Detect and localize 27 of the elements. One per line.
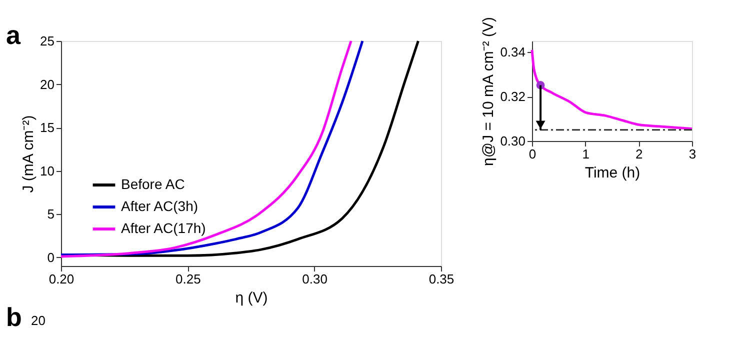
y-tick-label: 5 [47, 206, 54, 222]
x-tick-label: 1 [582, 146, 590, 162]
y-tick-label: 0.32 [500, 89, 526, 104]
y-tick-label: 10 [40, 163, 54, 178]
y-axis-title: J (mA cm⁻²) [20, 115, 38, 193]
x-tick-label: 2 [636, 146, 643, 162]
x-axis-title: Time (h) [584, 164, 640, 182]
y-tick-label: 25 [40, 34, 54, 48]
y-tick-label: 15 [40, 120, 54, 136]
legend-label: After AC(17h) [121, 220, 206, 236]
text: a [6, 20, 21, 50]
y-tick-label: 0 [47, 250, 54, 265]
x-tick-label: 0.20 [48, 272, 74, 286]
x-tick-label: 0.30 [302, 272, 328, 286]
y-axis-title: η@J = 10 mA cm⁻² (V) [480, 16, 498, 166]
y-tick-label: 0.30 [500, 134, 526, 148]
y-tick-label: 20 [40, 76, 54, 92]
y-tick-label: 0.34 [500, 44, 526, 60]
x-tick-label: 3 [688, 146, 696, 162]
x-tick-label: 0.35 [428, 272, 454, 286]
legend-label: After AC(3h) [121, 198, 198, 214]
x-tick-label: 0.25 [176, 272, 201, 286]
line-series [530, 48, 694, 130]
x-axis-title: η (V) [235, 290, 268, 306]
legend-label: Before AC [121, 176, 185, 192]
text: b [6, 302, 22, 332]
x-tick-label: 0 [528, 146, 536, 162]
